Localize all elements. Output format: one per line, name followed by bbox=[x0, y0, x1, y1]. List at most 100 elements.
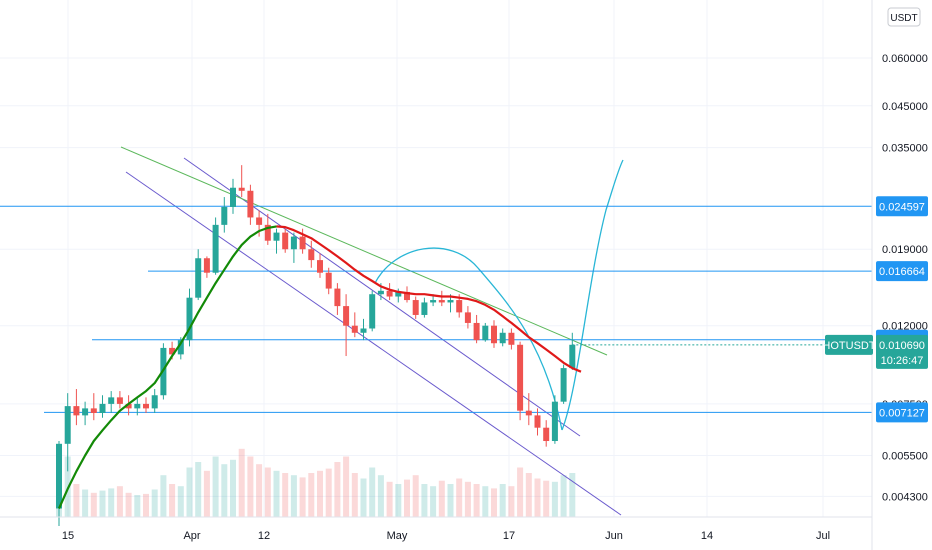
candle-body[interactable] bbox=[273, 232, 280, 241]
candle-body[interactable] bbox=[221, 206, 228, 225]
candle-body[interactable] bbox=[238, 187, 245, 191]
candle-body[interactable] bbox=[73, 406, 80, 416]
volume-bar bbox=[517, 467, 524, 517]
volume-bar bbox=[534, 478, 541, 517]
volume-bar bbox=[499, 484, 506, 517]
candle-body[interactable] bbox=[438, 300, 445, 303]
volume-bar bbox=[560, 475, 567, 517]
candle-body[interactable] bbox=[143, 403, 149, 409]
volume-bar bbox=[412, 475, 419, 517]
candle-body[interactable] bbox=[499, 332, 506, 344]
candle-body[interactable] bbox=[473, 322, 480, 341]
candle-body[interactable] bbox=[151, 395, 158, 409]
candle-body[interactable] bbox=[90, 408, 97, 414]
volume-bar bbox=[351, 473, 358, 517]
candle-body[interactable] bbox=[551, 401, 558, 442]
last-price-tag bbox=[876, 334, 928, 369]
candle-body[interactable] bbox=[525, 410, 532, 416]
candle-body[interactable] bbox=[125, 403, 132, 409]
candle-body[interactable] bbox=[369, 294, 376, 329]
candle-body[interactable] bbox=[203, 258, 210, 273]
volume-bar bbox=[438, 480, 445, 517]
candle-body[interactable] bbox=[377, 290, 384, 295]
time-axis[interactable]: 15 Apr 12 May 17 Jun 14 Jul bbox=[0, 516, 872, 542]
ema-red-line[interactable] bbox=[276, 225, 582, 373]
candle-body[interactable] bbox=[404, 291, 410, 301]
candle-body[interactable] bbox=[534, 415, 541, 428]
candle-body[interactable] bbox=[447, 300, 454, 303]
y-tick-label: 0.045000 bbox=[882, 101, 928, 113]
y-tick-label: 0.012000 bbox=[882, 321, 928, 333]
candle-body[interactable] bbox=[169, 347, 176, 355]
candle-body[interactable] bbox=[108, 397, 115, 404]
candle-body[interactable] bbox=[116, 397, 123, 404]
currency-label: USDT bbox=[890, 13, 917, 24]
candle-body[interactable] bbox=[464, 312, 471, 323]
price-tags: 0.0245970.0166640.0110250.007127HOTUSDT0… bbox=[572, 196, 928, 423]
y-tick-label: 0.004300 bbox=[882, 491, 928, 503]
channel-lower-line[interactable] bbox=[125, 171, 622, 516]
candle-body[interactable] bbox=[325, 272, 332, 289]
candle-body[interactable] bbox=[56, 443, 62, 509]
candle-body[interactable] bbox=[134, 403, 141, 409]
candle-body[interactable] bbox=[230, 187, 236, 207]
currency-badge[interactable]: USDT bbox=[887, 7, 921, 27]
candle-body[interactable] bbox=[264, 224, 271, 241]
candle-body[interactable] bbox=[247, 190, 254, 218]
level-price-tag bbox=[876, 196, 928, 217]
candle-body[interactable] bbox=[386, 290, 393, 297]
candle-body[interactable] bbox=[430, 300, 437, 303]
volume-bar bbox=[256, 464, 263, 517]
volume-bar bbox=[247, 456, 254, 517]
candle-body[interactable] bbox=[351, 325, 358, 333]
volume-bar bbox=[569, 473, 576, 517]
candle-body[interactable] bbox=[343, 306, 350, 326]
candle-body[interactable] bbox=[186, 297, 193, 341]
candle-body[interactable] bbox=[395, 291, 402, 297]
candle-body[interactable] bbox=[421, 302, 428, 315]
volume-bar bbox=[177, 486, 184, 517]
candle-body[interactable] bbox=[569, 344, 576, 369]
symbol-tag-text: HOTUSDT bbox=[822, 340, 875, 352]
candle-body[interactable] bbox=[64, 406, 71, 444]
ema-green-line[interactable] bbox=[57, 225, 277, 509]
candle-body[interactable] bbox=[195, 258, 202, 298]
x-tick-label: 17 bbox=[503, 530, 515, 542]
candle-body[interactable] bbox=[308, 249, 315, 261]
price-axis[interactable]: 0.060000 0.045000 0.035000 0.019000 0.012000… bbox=[871, 0, 928, 550]
candle-body[interactable] bbox=[212, 224, 219, 273]
volume-bar bbox=[464, 481, 471, 517]
candle-body[interactable] bbox=[508, 332, 515, 345]
candle-body[interactable] bbox=[482, 325, 489, 341]
candle-body[interactable] bbox=[412, 300, 419, 315]
candle-body[interactable] bbox=[317, 260, 323, 273]
y-tick-label: 0.005500 bbox=[882, 450, 928, 462]
volume-bar bbox=[264, 467, 271, 517]
candle-body[interactable] bbox=[360, 328, 367, 333]
candle-body[interactable] bbox=[334, 288, 341, 307]
candle-body[interactable] bbox=[543, 427, 550, 442]
volume-bar bbox=[491, 488, 497, 517]
candle-body[interactable] bbox=[456, 300, 463, 313]
trend-line[interactable] bbox=[120, 146, 608, 356]
candle-body[interactable] bbox=[99, 403, 106, 414]
volume-bar bbox=[395, 484, 402, 517]
y-tick-label: 0.019000 bbox=[882, 244, 928, 256]
volume-bar bbox=[212, 456, 219, 517]
candle-body[interactable] bbox=[290, 236, 297, 250]
candle-body[interactable] bbox=[560, 368, 567, 402]
candle-body[interactable] bbox=[282, 232, 289, 250]
arc-curve[interactable] bbox=[374, 247, 563, 431]
countdown-text: 10:26:47 bbox=[881, 355, 924, 367]
candle-body[interactable] bbox=[491, 325, 497, 344]
candle-body[interactable] bbox=[517, 344, 524, 411]
volume-bar bbox=[377, 475, 384, 517]
candle-body[interactable] bbox=[299, 236, 306, 250]
candle-body[interactable] bbox=[177, 340, 184, 355]
projection-curve[interactable] bbox=[561, 159, 624, 431]
candle-body[interactable] bbox=[82, 408, 89, 416]
candle-body[interactable] bbox=[256, 217, 263, 225]
